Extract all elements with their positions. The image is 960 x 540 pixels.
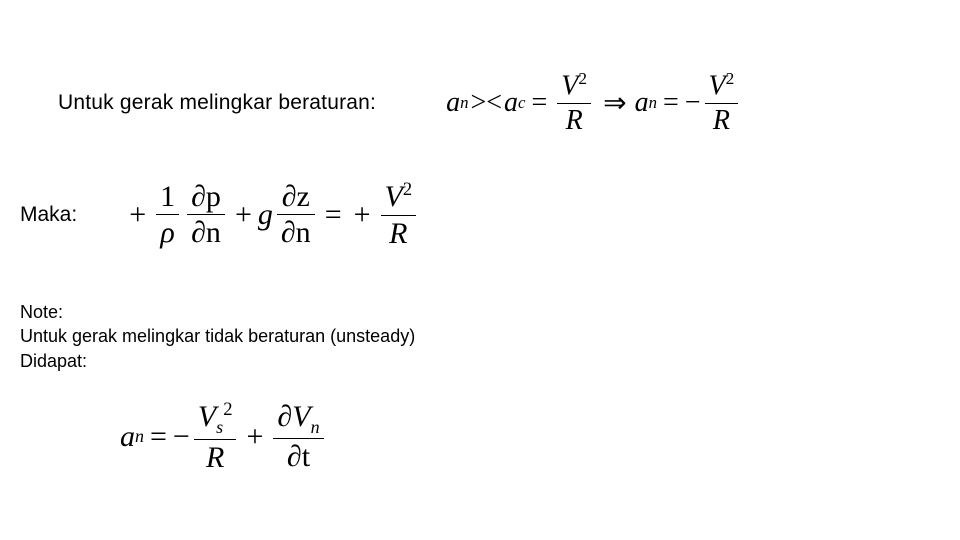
frac-1-rho: 1 ρ <box>156 181 179 249</box>
sym-V2: V <box>709 70 726 101</box>
label-note-unsteady: Untuk gerak melingkar tidak beraturan (u… <box>20 324 415 348</box>
sym-a2: a <box>504 87 518 119</box>
fraction-bar-2 <box>705 103 739 104</box>
sym-a3: a <box>635 87 649 119</box>
label-maka: Maka: <box>20 203 77 227</box>
fraction-bar <box>557 103 591 104</box>
sym-sq: 2 <box>578 69 587 88</box>
fraction-bar-4 <box>187 214 225 215</box>
frac-dz-dn: ∂z ∂n <box>277 181 315 249</box>
sym-plus4: + <box>246 420 263 454</box>
sym-sq3: 2 <box>403 179 412 200</box>
sym-dn2: ∂n <box>281 216 311 249</box>
sym-sq4: 2 <box>223 399 232 420</box>
sym-sub-s: s <box>216 417 223 437</box>
frac-v2-r-neg: V2 R <box>705 70 739 135</box>
equation-an-unsteady: an = − Vs2 R + ∂Vn ∂t <box>120 400 328 473</box>
fraction-bar-6 <box>381 215 417 216</box>
sym-eq3: = <box>325 198 342 232</box>
sym-R2: R <box>709 106 734 135</box>
fraction-bar-7 <box>194 439 237 440</box>
sym-minus: − <box>685 87 701 119</box>
sym-a: a <box>446 87 460 119</box>
sym-rho: ρ <box>156 217 178 249</box>
frac-vs2-r: Vs2 R <box>194 400 237 473</box>
fraction-bar-3 <box>156 214 179 215</box>
label-didapat: Didapat: <box>20 349 415 373</box>
sym-partial-top: ∂ <box>277 400 292 433</box>
sym-plus2: + <box>235 198 252 232</box>
sym-implies: ⇒ <box>603 86 626 120</box>
equation-an-centripetal: an >< ac = V2 R ⇒ an = − V2 R <box>446 70 742 135</box>
sym-eq2: = <box>663 87 679 119</box>
sym-eq: = <box>532 87 548 119</box>
fraction-bar-8 <box>273 438 323 439</box>
row-maka: Maka: + 1 ρ ∂p ∂n + g ∂z ∂n = + <box>20 180 420 249</box>
slide: Untuk gerak melingkar beraturan: an >< a… <box>0 0 960 540</box>
note-block: Note: Untuk gerak melingkar tidak beratu… <box>20 300 415 373</box>
sym-dz: ∂z <box>282 180 310 213</box>
sym-V3: V <box>385 180 403 213</box>
sym-dt: ∂t <box>287 440 310 473</box>
label-uniform-circular: Untuk gerak melingkar beraturan: <box>58 91 376 115</box>
sym-R3: R <box>385 218 411 250</box>
sym-sub-n4: n <box>311 417 320 437</box>
sym-plus3: + <box>354 198 371 232</box>
frac-v2-r-2: V2 R <box>381 180 417 249</box>
sym-sq2: 2 <box>726 69 735 88</box>
equation-normal-euler: + 1 ρ ∂p ∂n + g ∂z ∂n = + V2 <box>123 180 420 249</box>
sym-V: V <box>561 70 578 101</box>
sym-R4: R <box>202 442 228 474</box>
sym-plus1: + <box>129 198 146 232</box>
sym-minus2: − <box>173 420 190 454</box>
frac-v2-r: V2 R <box>557 70 591 135</box>
sym-dn: ∂n <box>191 216 221 249</box>
sym-g: g <box>258 198 273 232</box>
sym-sub-c: c <box>518 93 525 113</box>
frac-dvn-dt: ∂Vn ∂t <box>273 401 323 473</box>
sym-one: 1 <box>156 181 179 213</box>
sym-R: R <box>562 106 587 135</box>
sym-gtlt: >< <box>470 87 502 119</box>
sym-sub-n2: n <box>649 93 657 113</box>
sym-a4: a <box>120 420 135 454</box>
sym-V4: V <box>198 400 216 433</box>
sym-sub-n3: n <box>135 426 144 447</box>
label-note: Note: <box>20 300 415 324</box>
sym-dp: ∂p <box>191 180 221 213</box>
sym-V5: V <box>292 400 310 433</box>
frac-dp-dn: ∂p ∂n <box>187 181 225 249</box>
sym-sub-n: n <box>460 93 468 113</box>
sym-eq4: = <box>150 420 167 454</box>
row-circular-uniform: Untuk gerak melingkar beraturan: an >< a… <box>58 70 742 135</box>
fraction-bar-5 <box>277 214 315 215</box>
